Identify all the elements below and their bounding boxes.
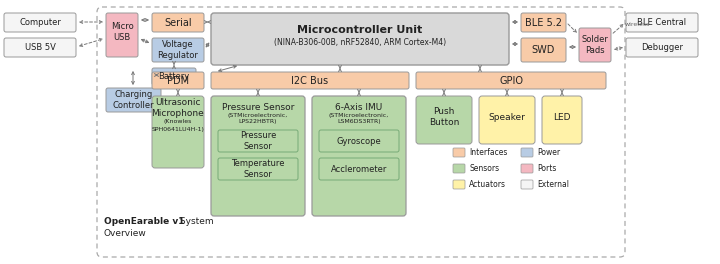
Text: Actuators: Actuators: [469, 180, 506, 189]
Text: Microcontroller Unit: Microcontroller Unit: [297, 25, 423, 35]
FancyBboxPatch shape: [521, 38, 566, 62]
Text: Pressure
Sensor: Pressure Sensor: [240, 131, 276, 151]
Text: Pressure Sensor: Pressure Sensor: [222, 103, 294, 112]
Text: Computer: Computer: [19, 18, 61, 27]
FancyBboxPatch shape: [106, 13, 138, 57]
Text: LPS22HBTR): LPS22HBTR): [239, 120, 277, 125]
Text: Battery: Battery: [158, 72, 189, 81]
Text: I2C Bus: I2C Bus: [292, 76, 328, 86]
FancyBboxPatch shape: [521, 148, 533, 157]
Text: LSM6DS3RTR): LSM6DS3RTR): [337, 120, 381, 125]
FancyBboxPatch shape: [152, 68, 196, 85]
FancyBboxPatch shape: [319, 130, 399, 152]
FancyBboxPatch shape: [4, 38, 76, 57]
FancyBboxPatch shape: [542, 96, 582, 144]
Text: Temperature
Sensor: Temperature Sensor: [231, 159, 284, 179]
FancyBboxPatch shape: [319, 158, 399, 180]
Text: Overview: Overview: [104, 229, 147, 238]
Text: Ports: Ports: [537, 164, 557, 173]
Text: (STMicroelectronic,: (STMicroelectronic,: [228, 114, 288, 119]
Text: PDM: PDM: [167, 76, 189, 86]
FancyBboxPatch shape: [626, 13, 698, 32]
Text: Power: Power: [537, 148, 560, 157]
FancyBboxPatch shape: [479, 96, 535, 144]
Text: Speaker: Speaker: [489, 112, 526, 121]
FancyBboxPatch shape: [453, 180, 465, 189]
Text: BLE Central: BLE Central: [637, 18, 687, 27]
Text: (Knowles: (Knowles: [164, 120, 192, 125]
FancyBboxPatch shape: [152, 96, 204, 168]
FancyBboxPatch shape: [521, 164, 533, 173]
Text: Ultrasonic
Microphone: Ultrasonic Microphone: [152, 98, 204, 118]
Text: System: System: [177, 218, 214, 227]
Text: SPH0641LU4H-1): SPH0641LU4H-1): [152, 126, 204, 131]
FancyBboxPatch shape: [416, 96, 472, 144]
FancyBboxPatch shape: [521, 180, 533, 189]
FancyBboxPatch shape: [218, 158, 298, 180]
Text: LED: LED: [553, 112, 571, 121]
FancyBboxPatch shape: [416, 72, 606, 89]
Text: Debugger: Debugger: [641, 43, 683, 52]
FancyBboxPatch shape: [211, 96, 305, 216]
FancyBboxPatch shape: [626, 38, 698, 57]
Text: Gyroscope: Gyroscope: [337, 136, 382, 145]
Text: wireless: wireless: [625, 21, 650, 26]
FancyBboxPatch shape: [453, 148, 465, 157]
Text: SWD: SWD: [532, 45, 555, 55]
Text: Sensors: Sensors: [469, 164, 499, 173]
FancyBboxPatch shape: [152, 13, 204, 32]
Text: External: External: [537, 180, 569, 189]
FancyBboxPatch shape: [106, 88, 161, 112]
FancyBboxPatch shape: [521, 13, 566, 32]
Text: (NINA-B306-00B, nRF52840, ARM Cortex-M4): (NINA-B306-00B, nRF52840, ARM Cortex-M4): [274, 37, 446, 46]
FancyBboxPatch shape: [152, 38, 204, 62]
Text: Voltage
Regulator: Voltage Regulator: [158, 40, 199, 60]
FancyBboxPatch shape: [453, 164, 465, 173]
FancyBboxPatch shape: [211, 13, 509, 65]
Text: Solder
Pads: Solder Pads: [582, 35, 608, 55]
Text: GPIO: GPIO: [499, 76, 523, 86]
FancyBboxPatch shape: [4, 13, 76, 32]
FancyBboxPatch shape: [312, 96, 406, 216]
Text: OpenEarable v1: OpenEarable v1: [104, 218, 184, 227]
Text: Push
Button: Push Button: [429, 107, 459, 127]
Text: USB 5V: USB 5V: [24, 43, 55, 52]
Text: (STMicroelectronic,: (STMicroelectronic,: [329, 114, 389, 119]
FancyBboxPatch shape: [152, 72, 204, 89]
FancyBboxPatch shape: [579, 28, 611, 62]
Text: Serial: Serial: [164, 17, 192, 27]
Text: Interfaces: Interfaces: [469, 148, 508, 157]
Text: BLE 5.2: BLE 5.2: [525, 17, 562, 27]
Text: Micro
USB: Micro USB: [111, 22, 133, 42]
Text: 6-Axis IMU: 6-Axis IMU: [336, 103, 382, 112]
Text: Charging
Controller: Charging Controller: [113, 90, 154, 110]
Text: Acclerometer: Acclerometer: [330, 164, 387, 173]
FancyBboxPatch shape: [211, 72, 409, 89]
FancyBboxPatch shape: [218, 130, 298, 152]
